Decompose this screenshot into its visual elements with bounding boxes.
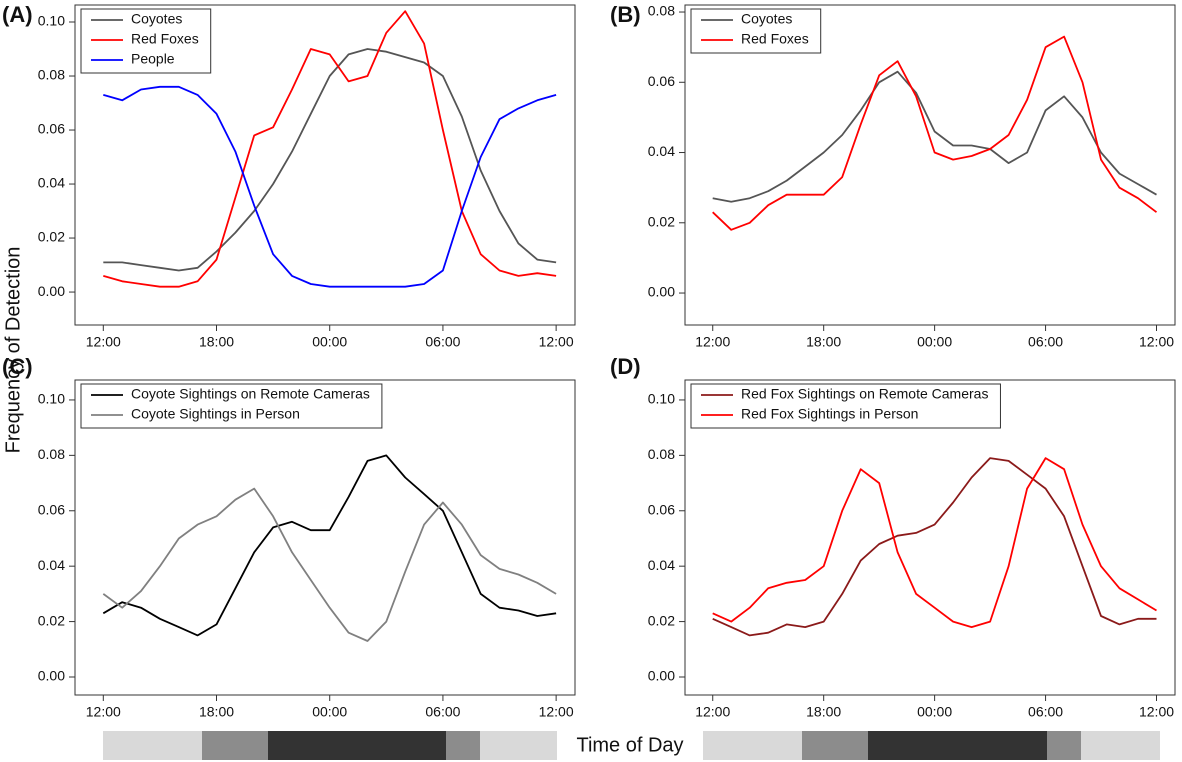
x-tick-label: 18:00 — [806, 334, 841, 350]
data-line — [102, 487, 557, 642]
data-line — [712, 70, 1157, 203]
x-tick-label: 06:00 — [1028, 334, 1063, 350]
daylight-bar-right — [703, 731, 1160, 760]
legend-label: Red Foxes — [741, 31, 809, 47]
panel-label: (A) — [2, 2, 33, 27]
y-tick-label: 0.02 — [38, 229, 65, 245]
x-axis-title: Time of Day — [576, 734, 683, 756]
data-line — [103, 10, 557, 288]
legend-label: Coyote Sightings on Remote Cameras — [131, 386, 370, 402]
y-tick-label: 0.00 — [38, 283, 65, 299]
x-tick-label: 12:00 — [539, 704, 574, 720]
data-line — [712, 457, 1157, 637]
legend: Red Fox Sightings on Remote Cameras Red F… — [690, 383, 1001, 429]
x-tick-label: 00:00 — [312, 334, 347, 350]
legend: Coyotes Red Foxes People — [80, 8, 212, 74]
legend-label: Coyotes — [131, 11, 182, 27]
legend-label: Coyote Sightings in Person — [131, 406, 300, 422]
data-line — [712, 457, 1157, 628]
panel-label: (D) — [610, 354, 641, 379]
x-tick-label: 00:00 — [917, 704, 952, 720]
y-tick-label: 0.06 — [648, 73, 675, 89]
y-tick-label: 0.02 — [648, 213, 675, 229]
y-tick-label: 0.04 — [648, 557, 675, 573]
legend-label: Red Fox Sightings in Person — [741, 406, 918, 422]
legend: Coyotes Red Foxes — [690, 8, 822, 54]
x-tick-label: 18:00 — [806, 704, 841, 720]
plot-frame — [684, 4, 1176, 326]
y-tick-label: 0.08 — [38, 446, 65, 462]
x-tick-label: 18:00 — [199, 334, 234, 350]
y-tick-label: 0.10 — [38, 13, 65, 29]
panel-label: (C) — [2, 354, 33, 379]
legend-label: Red Foxes — [131, 31, 199, 47]
y-tick-label: 0.08 — [38, 67, 65, 83]
plot-frame — [684, 379, 1176, 696]
x-tick-label: 06:00 — [425, 704, 460, 720]
x-tick-label: 00:00 — [312, 704, 347, 720]
data-line — [712, 35, 1158, 231]
y-tick-label: 0.04 — [648, 143, 675, 159]
data-line — [102, 454, 557, 637]
x-tick-label: 12:00 — [86, 704, 121, 720]
x-tick-label: 12:00 — [1139, 704, 1174, 720]
legend: Coyote Sightings on Remote Cameras Coyote… — [80, 383, 383, 429]
y-tick-label: 0.08 — [648, 446, 675, 462]
y-tick-label: 0.06 — [38, 501, 65, 517]
y-tick-label: 0.00 — [38, 668, 65, 684]
y-tick-label: 0.00 — [648, 284, 675, 300]
x-tick-label: 00:00 — [917, 334, 952, 350]
y-tick-label: 0.10 — [648, 391, 675, 407]
x-tick-label: 12:00 — [1139, 334, 1174, 350]
y-tick-label: 0.04 — [38, 175, 65, 191]
y-tick-label: 0.00 — [648, 668, 675, 684]
y-tick-label: 0.02 — [38, 612, 65, 628]
legend-label: Red Fox Sightings on Remote Cameras — [741, 386, 988, 402]
legend-frame — [80, 383, 383, 429]
x-tick-label: 12:00 — [539, 334, 574, 350]
y-axis-title: Frequency of Detection — [2, 247, 24, 454]
x-tick-label: 06:00 — [1028, 704, 1063, 720]
x-tick-label: 12:00 — [86, 334, 121, 350]
x-tick-label: 12:00 — [695, 704, 730, 720]
y-tick-label: 0.02 — [648, 612, 675, 628]
data-line — [103, 85, 557, 288]
plot-frame — [74, 379, 576, 696]
y-tick-label: 0.06 — [648, 501, 675, 517]
legend-label: People — [131, 51, 175, 67]
x-tick-label: 06:00 — [425, 334, 460, 350]
y-tick-label: 0.04 — [38, 557, 65, 573]
legend-label: Coyotes — [741, 11, 792, 27]
y-tick-label: 0.08 — [648, 3, 675, 19]
y-tick-label: 0.10 — [38, 391, 65, 407]
panel-label: (B) — [610, 2, 641, 27]
x-tick-label: 12:00 — [695, 334, 730, 350]
daylight-bar-left — [103, 731, 557, 760]
legend-frame — [690, 8, 822, 54]
x-tick-label: 18:00 — [199, 704, 234, 720]
data-line — [103, 48, 557, 272]
legend-frame — [690, 383, 1001, 429]
plot-frame — [74, 4, 576, 326]
y-tick-label: 0.06 — [38, 121, 65, 137]
